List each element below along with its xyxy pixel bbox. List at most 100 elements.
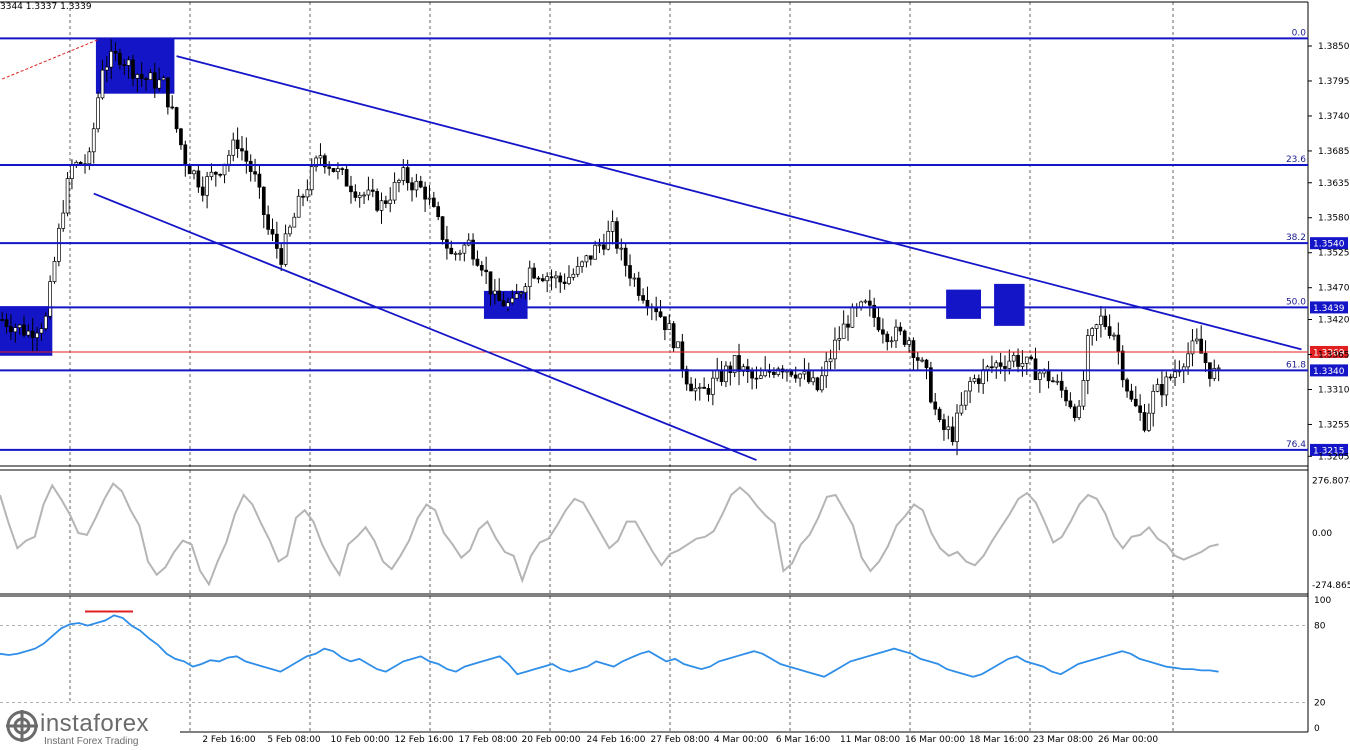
candle-body (1216, 367, 1221, 370)
candle-body (166, 77, 170, 108)
rsi-line (0, 614, 1219, 678)
candle-body (772, 371, 776, 375)
candle-body (1016, 354, 1020, 367)
candle-body (911, 340, 916, 358)
candle-body (131, 59, 135, 79)
candle-body (693, 387, 698, 392)
candle-body (972, 378, 977, 382)
candle-body (301, 195, 305, 198)
candle-body (976, 378, 981, 384)
price-tag-bg (1310, 443, 1348, 456)
candle-body (405, 167, 410, 184)
candle-body (17, 324, 22, 328)
candle-body (87, 151, 92, 165)
candle-body (606, 231, 611, 250)
candle-body (479, 265, 484, 271)
candle-body (676, 341, 680, 349)
price-tag-text: 1.3540 (1313, 240, 1345, 250)
candle-body (955, 412, 959, 443)
candle-body (811, 377, 815, 383)
candle-body (1055, 380, 1060, 383)
candle-body (309, 166, 314, 191)
x-tick-label: 18 Mar 16:00 (969, 735, 1029, 745)
candle-body (427, 197, 432, 200)
candle-body (283, 233, 288, 265)
candle-body (872, 304, 877, 318)
candle-body (414, 180, 419, 191)
candle-body (22, 324, 26, 336)
candle-body (179, 128, 183, 146)
candle-body (1194, 338, 1199, 342)
y-tick-label: 1.3635 (1318, 179, 1350, 189)
candle-body (1024, 356, 1029, 364)
candle-body (1164, 376, 1169, 396)
candle-body (248, 160, 253, 172)
candle-body (1120, 350, 1125, 381)
candle-body (645, 299, 650, 308)
candle-body (410, 182, 414, 191)
candle-body (357, 194, 362, 198)
candle-body (0, 319, 5, 321)
candle-body (837, 338, 842, 341)
x-tick-label: 4 Mar 00:00 (714, 735, 769, 745)
x-tick-label: 6 Mar 16:00 (776, 735, 831, 745)
x-tick-label: 24 Feb 16:00 (586, 735, 645, 745)
candle-body (706, 388, 711, 395)
candle-body (379, 200, 384, 211)
candle-body (100, 69, 105, 99)
candle-body (192, 170, 196, 175)
candle-body (493, 290, 497, 295)
candle-body (65, 178, 70, 214)
candle-body (798, 373, 802, 379)
oscillator-panel (0, 482, 1219, 587)
candle-body (401, 167, 406, 181)
candle-body (501, 300, 506, 308)
candle-body (318, 155, 323, 159)
candle-body (218, 173, 223, 176)
fib-level-label: 76.4 (1286, 440, 1306, 450)
candle-body (139, 74, 144, 79)
candle-body (436, 206, 441, 218)
candle-body (828, 358, 833, 363)
candle-body (632, 277, 637, 280)
candle-body (322, 155, 327, 168)
candle-body (514, 293, 519, 299)
candle-body (558, 275, 563, 283)
x-tick-label: 23 Mar 08:00 (1033, 735, 1093, 745)
candle-body (924, 359, 929, 369)
price-tag-text: 1.3215 (1313, 446, 1345, 456)
x-tick-label: 12 Feb 16:00 (394, 735, 453, 745)
candle-body (384, 200, 388, 204)
price-tag-bg (1310, 364, 1348, 377)
candle-body (244, 150, 249, 162)
candle-body (440, 216, 445, 240)
candle-body (458, 252, 462, 255)
candle-body (1147, 412, 1151, 431)
instaforex-logo: instaforex Instant Forex Trading (0, 704, 180, 750)
x-tick-label: 2 Feb 16:00 (202, 735, 256, 745)
candle-body (833, 339, 837, 360)
x-tick-label: 26 Mar 00:00 (1098, 735, 1158, 745)
candle-body (536, 277, 541, 280)
osc-tick-label: -274.8659 (1312, 581, 1350, 591)
candle-body (279, 248, 284, 265)
candle-body (235, 139, 240, 150)
candle-body (684, 368, 689, 385)
x-tick-label: 27 Feb 08:00 (650, 735, 709, 745)
candle-body (1007, 360, 1012, 369)
candle-body (658, 311, 663, 318)
candle-body (1190, 340, 1195, 355)
candle-body (213, 171, 218, 175)
candle-body (946, 426, 951, 430)
channel-lower-line (93, 192, 757, 461)
candle-body (863, 300, 868, 303)
candle-body (462, 244, 467, 254)
candle-body (1151, 390, 1156, 414)
candle-body (545, 276, 550, 282)
candle-body (183, 144, 188, 166)
candle-body (806, 371, 811, 383)
candle-body (152, 72, 157, 89)
highlight-box (483, 290, 528, 319)
